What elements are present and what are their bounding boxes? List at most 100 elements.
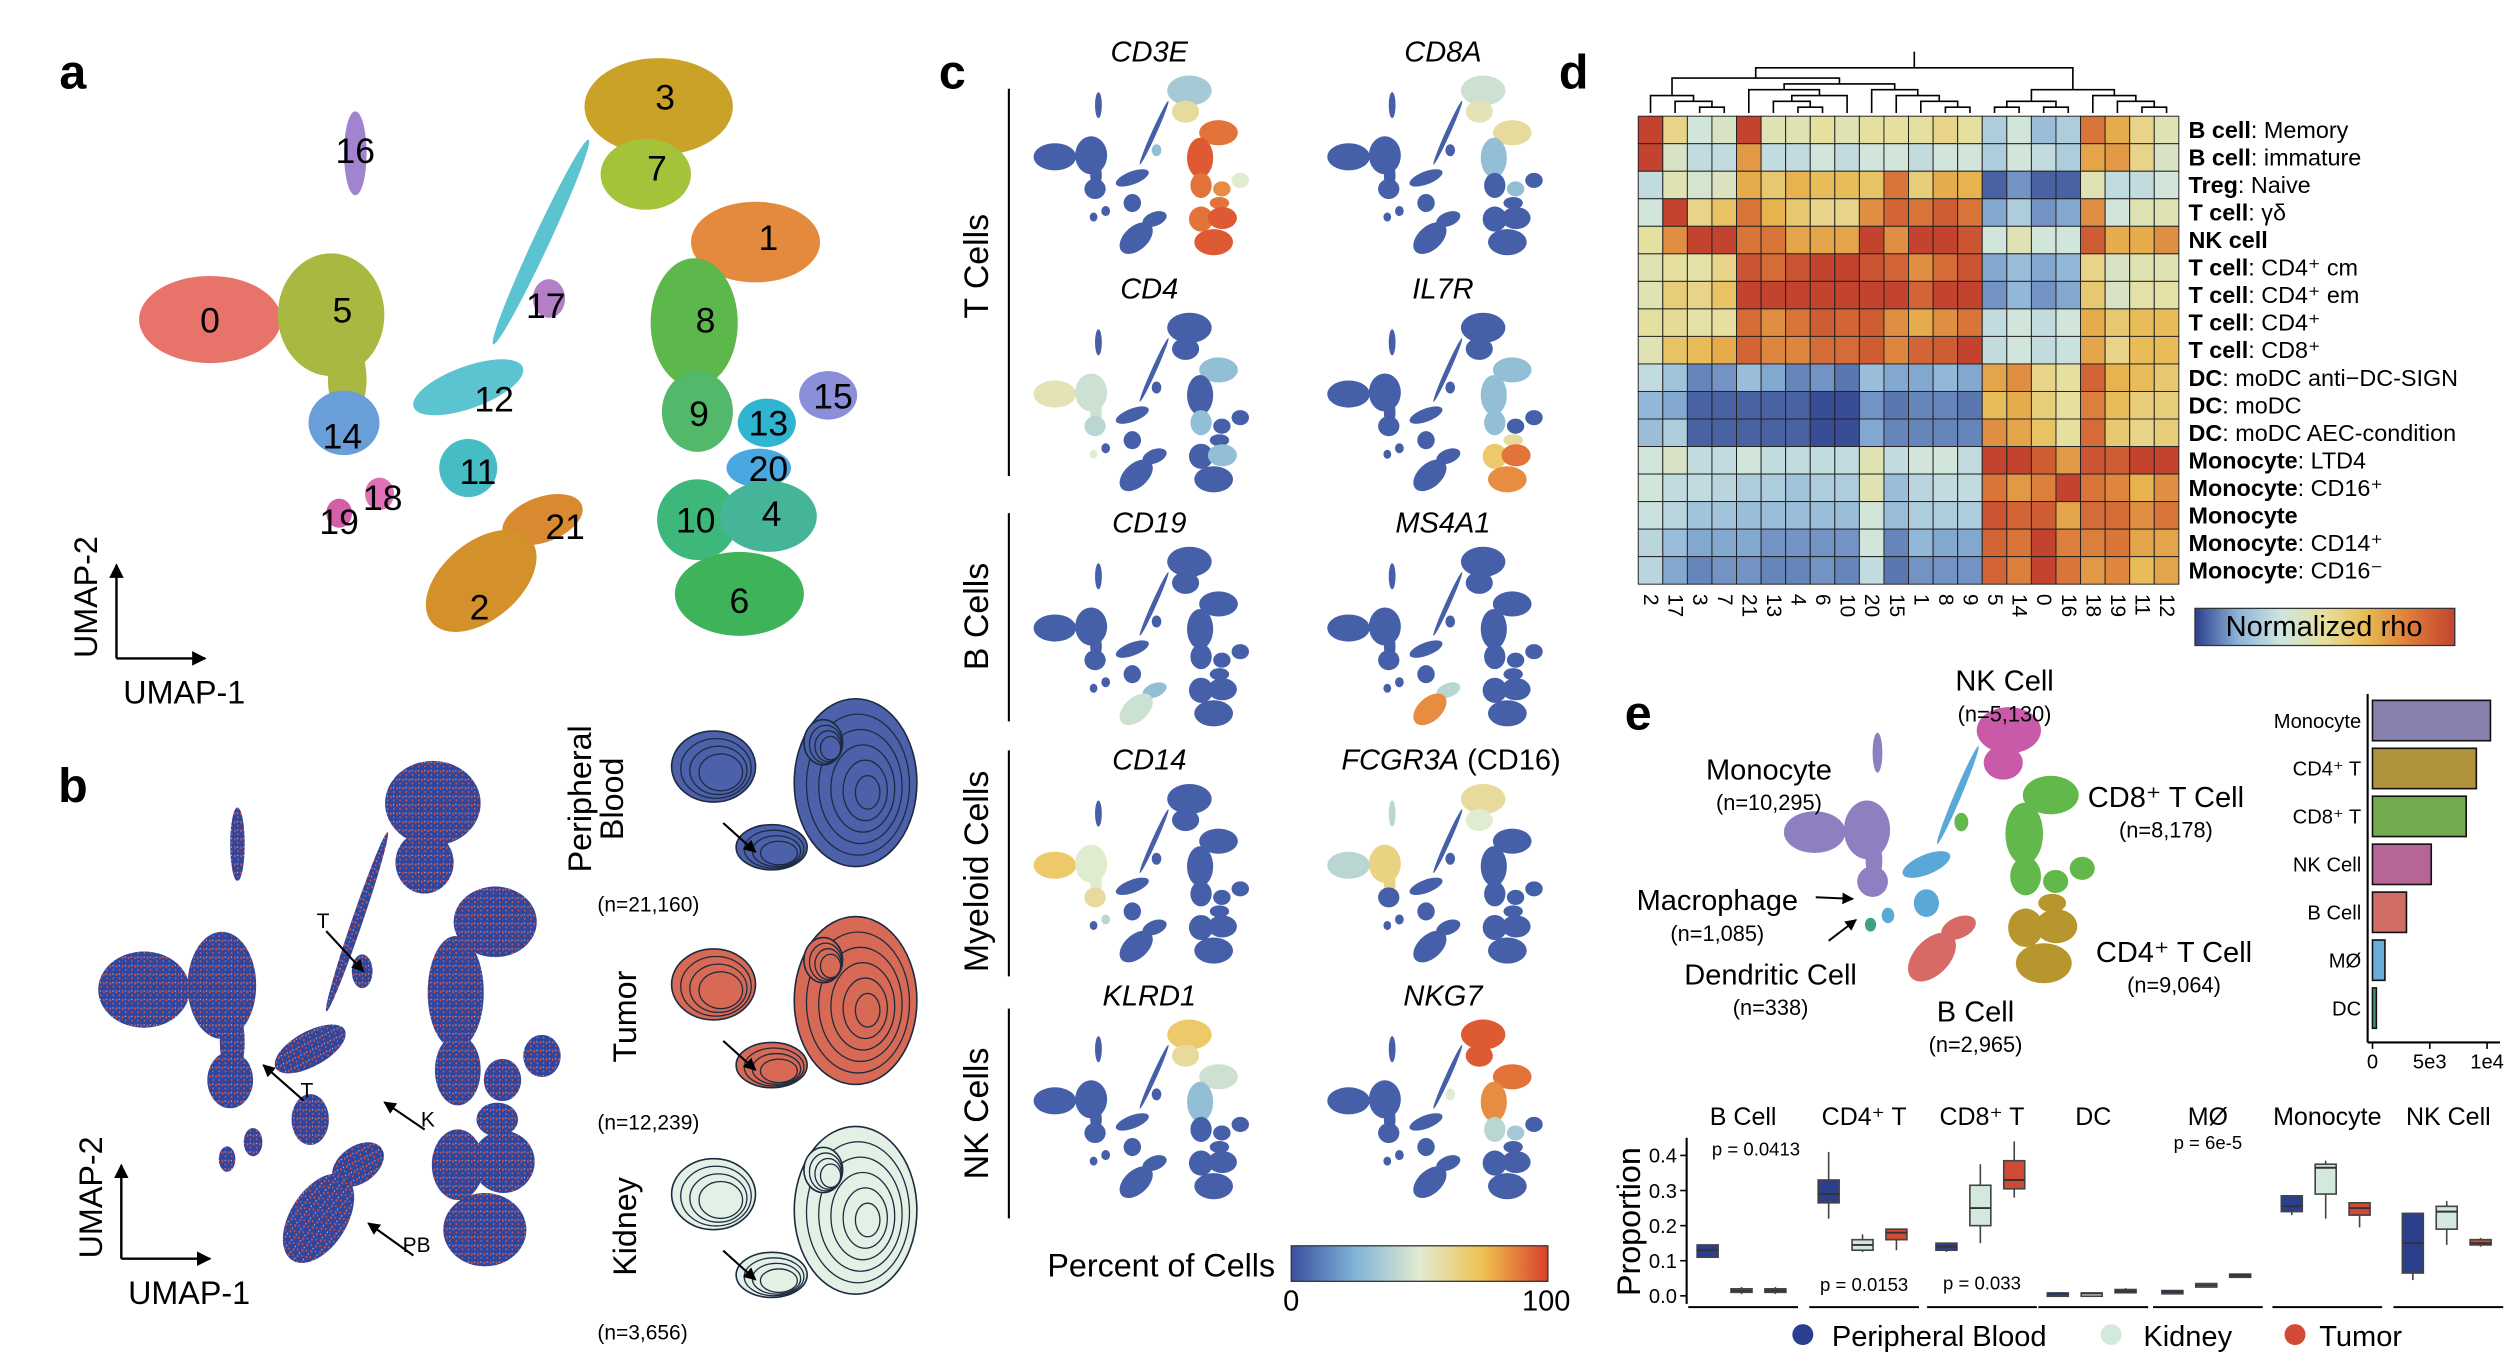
cluster-11-cells bbox=[291, 1094, 329, 1145]
heatmap-cell bbox=[1883, 473, 1910, 503]
annotation-arrow bbox=[325, 930, 365, 973]
heatmap-cell bbox=[2129, 198, 2155, 227]
cluster-12-cells bbox=[1115, 169, 1149, 187]
heatmap-row-label: Treg: Naive bbox=[2189, 172, 2311, 198]
cluster-21-cells bbox=[1436, 211, 1461, 228]
density-contour bbox=[680, 955, 752, 1017]
cluster-2-cells bbox=[1413, 459, 1447, 492]
row-label-subtype: : CD16⁺ bbox=[2298, 475, 2383, 501]
cluster-18-cells bbox=[1395, 1150, 1404, 1161]
heatmap-cell bbox=[2104, 473, 2131, 503]
heatmap-cell bbox=[1858, 225, 1885, 255]
heatmap-cell bbox=[1736, 143, 1762, 172]
row-label-subtype: : CD8⁺ bbox=[2248, 337, 2320, 363]
heatmap-cell bbox=[1686, 556, 1713, 585]
heatmap-cell bbox=[2104, 198, 2131, 227]
heatmap-cell bbox=[1981, 308, 2008, 337]
cluster-3-cells bbox=[584, 58, 733, 155]
umap-1-label-b: UMAP-1 bbox=[128, 1275, 250, 1311]
cluster-12-cells bbox=[1139, 1044, 1169, 1109]
legend-label: Peripheral Blood bbox=[1832, 1321, 2047, 1353]
heatmap-cell bbox=[1662, 363, 1688, 392]
cluster-7-cells bbox=[1172, 337, 1200, 360]
box-tumor bbox=[1885, 1228, 1908, 1241]
heatmap-cell bbox=[2080, 143, 2106, 172]
heatmap-cell bbox=[1908, 225, 1934, 255]
gene-alias: (CD16) bbox=[1459, 745, 1561, 777]
heatmap-row-label: T cell: γδ bbox=[2189, 200, 2286, 226]
heatmap-cell bbox=[1932, 390, 1959, 420]
heatmap-cell bbox=[2055, 418, 2082, 448]
heatmap-col-label: 7 bbox=[1713, 594, 1736, 606]
heatmap-cell bbox=[1981, 556, 2008, 585]
heatmap-cell bbox=[2006, 335, 2032, 365]
heatmap-cell bbox=[1809, 501, 1836, 530]
heatmap-cell bbox=[1834, 225, 1860, 255]
cluster-12-cells bbox=[1936, 746, 1979, 845]
heatmap-cell bbox=[1760, 225, 1787, 255]
facet-6: NK Cell bbox=[2393, 1103, 2504, 1309]
cluster-10-cells bbox=[1188, 206, 1214, 232]
cluster-18-cells bbox=[1101, 677, 1111, 688]
gene-name: CD4 bbox=[1120, 274, 1178, 306]
heatmap-cell bbox=[1711, 390, 1738, 420]
heatmap-cell bbox=[1662, 308, 1688, 337]
cluster-1-cells bbox=[1199, 828, 1238, 854]
cluster-14-cells bbox=[1378, 650, 1400, 671]
panel-a: a0123456789101112131415161718192021UMAP-… bbox=[59, 46, 858, 711]
heatmap-cell bbox=[1883, 335, 1910, 365]
cluster-0-cells bbox=[1327, 143, 1370, 171]
heatmap-cell bbox=[1785, 418, 1811, 448]
heatmap-cell bbox=[1834, 280, 1860, 310]
cluster-12-cells bbox=[325, 832, 389, 1012]
dendrogram-branch bbox=[1649, 94, 1695, 113]
cluster-7-cells bbox=[1465, 809, 1493, 832]
heatmap-cell bbox=[1662, 390, 1688, 420]
cluster-12-cells bbox=[1902, 851, 1951, 878]
row-label-subtype: : CD4⁺ bbox=[2248, 310, 2320, 336]
facet-title: Monocyte bbox=[2273, 1103, 2381, 1131]
heatmap-cell bbox=[2030, 335, 2057, 365]
heatmap-cell bbox=[2129, 556, 2155, 585]
heatmap-cell bbox=[1932, 418, 1959, 448]
cluster-11-cells bbox=[1417, 1137, 1435, 1157]
heatmap-cell bbox=[1809, 115, 1836, 145]
heatmap-cell bbox=[2030, 308, 2057, 337]
celltype-label: Monocyte bbox=[1706, 754, 1832, 786]
cluster-9-cells bbox=[1190, 172, 1212, 198]
density-contour bbox=[830, 962, 896, 1051]
density-contour bbox=[670, 1157, 757, 1231]
heatmap-cell bbox=[2030, 280, 2057, 310]
umap-tissue-origin bbox=[98, 760, 561, 1267]
group-label-b-cells: B Cells bbox=[958, 563, 996, 670]
density-arrow bbox=[722, 1249, 757, 1281]
density-condition-2: Kidney (n=3,656) bbox=[597, 1125, 918, 1344]
cluster-14-cells bbox=[1084, 650, 1106, 671]
heatmap-col-label: 8 bbox=[1934, 594, 1957, 606]
gene-title: IL7R bbox=[1412, 274, 1473, 306]
cluster-10-cells bbox=[1482, 677, 1507, 703]
heatmap-cell bbox=[1858, 253, 1885, 282]
heatmap-row-label: T cell: CD4⁺ em bbox=[2189, 282, 2360, 308]
cluster-17-cells bbox=[1151, 381, 1162, 394]
row-label-celltype: Treg bbox=[2189, 172, 2238, 198]
cluster-14-cells bbox=[1378, 416, 1400, 437]
cluster-10-cells bbox=[2008, 908, 2044, 948]
heatmap-cell bbox=[1834, 556, 1860, 585]
cluster-11-cells bbox=[439, 438, 498, 498]
cluster-7-cells bbox=[1465, 100, 1493, 123]
heatmap-cell bbox=[1686, 363, 1713, 392]
heatmap-cell bbox=[1883, 418, 1910, 448]
heatmap-cell bbox=[1858, 143, 1885, 172]
heatmap-cell bbox=[1637, 143, 1664, 172]
cluster-15-cells bbox=[1525, 172, 1543, 188]
heatmap-cell bbox=[1883, 528, 1910, 558]
heatmap-col-label: 21 bbox=[1737, 594, 1760, 617]
heatmap-cell bbox=[2006, 473, 2032, 503]
heatmap-cell bbox=[2030, 115, 2057, 145]
cluster-20-cells bbox=[1503, 434, 1523, 447]
cluster-20-cells bbox=[1209, 1141, 1230, 1154]
annotation-t-1: T bbox=[300, 1079, 313, 1102]
heatmap-cell bbox=[1662, 335, 1688, 365]
cluster-7-cells bbox=[600, 138, 691, 210]
